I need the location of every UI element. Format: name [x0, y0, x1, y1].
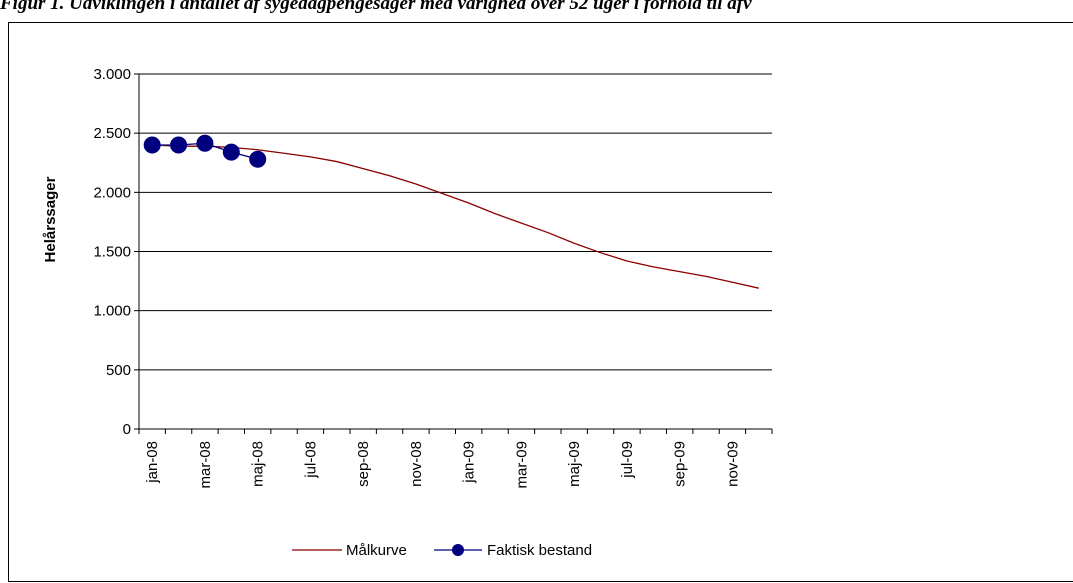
x-tick-label: nov-09 [724, 441, 741, 487]
y-tick-label: 500 [106, 362, 131, 379]
y-tick-label: 0 [123, 421, 131, 438]
legend-label-faktisk-bestand: Faktisk bestand [487, 542, 592, 559]
x-tick-label: maj-08 [250, 441, 267, 487]
x-tick-label: jul-08 [302, 441, 319, 479]
data-point [222, 143, 240, 161]
figure-caption: Figur 1. Udviklingen i antallet af syged… [0, 0, 752, 14]
data-point [249, 150, 267, 168]
data-point [143, 136, 161, 154]
x-tick-label: jan-08 [144, 441, 161, 484]
line-chart: 0 500 1.000 1.500 2.000 2.500 3.000 jan-08 mar-0… [42, 66, 773, 559]
x-tick-label: mar-08 [197, 441, 214, 489]
x-tick-label: sep-09 [672, 441, 689, 487]
chart-frame: 0 500 1.000 1.500 2.000 2.500 3.000 jan-08 mar-0… [8, 22, 1073, 582]
x-tick-label: sep-08 [355, 441, 372, 487]
x-tick-label: mar-09 [513, 441, 530, 489]
legend-label-malkurve: Målkurve [346, 542, 407, 559]
x-tick-label: nov-08 [408, 441, 425, 487]
y-tick-label: 2.000 [93, 184, 131, 201]
series-line-malkurve [152, 144, 759, 289]
y-axis-title: Helårssager [42, 176, 59, 262]
x-tick-label: jan-09 [461, 441, 478, 484]
y-tick-label: 3.000 [93, 66, 131, 83]
y-tick-label: 1.000 [93, 303, 131, 320]
y-tick-label: 1.500 [93, 244, 131, 261]
x-tick-label: maj-09 [566, 441, 583, 487]
x-tick-label: jul-09 [619, 441, 636, 479]
y-tick-label: 2.500 [93, 125, 131, 142]
data-point [170, 136, 188, 154]
data-point [196, 134, 214, 152]
legend-marker-faktisk-bestand [452, 544, 464, 556]
